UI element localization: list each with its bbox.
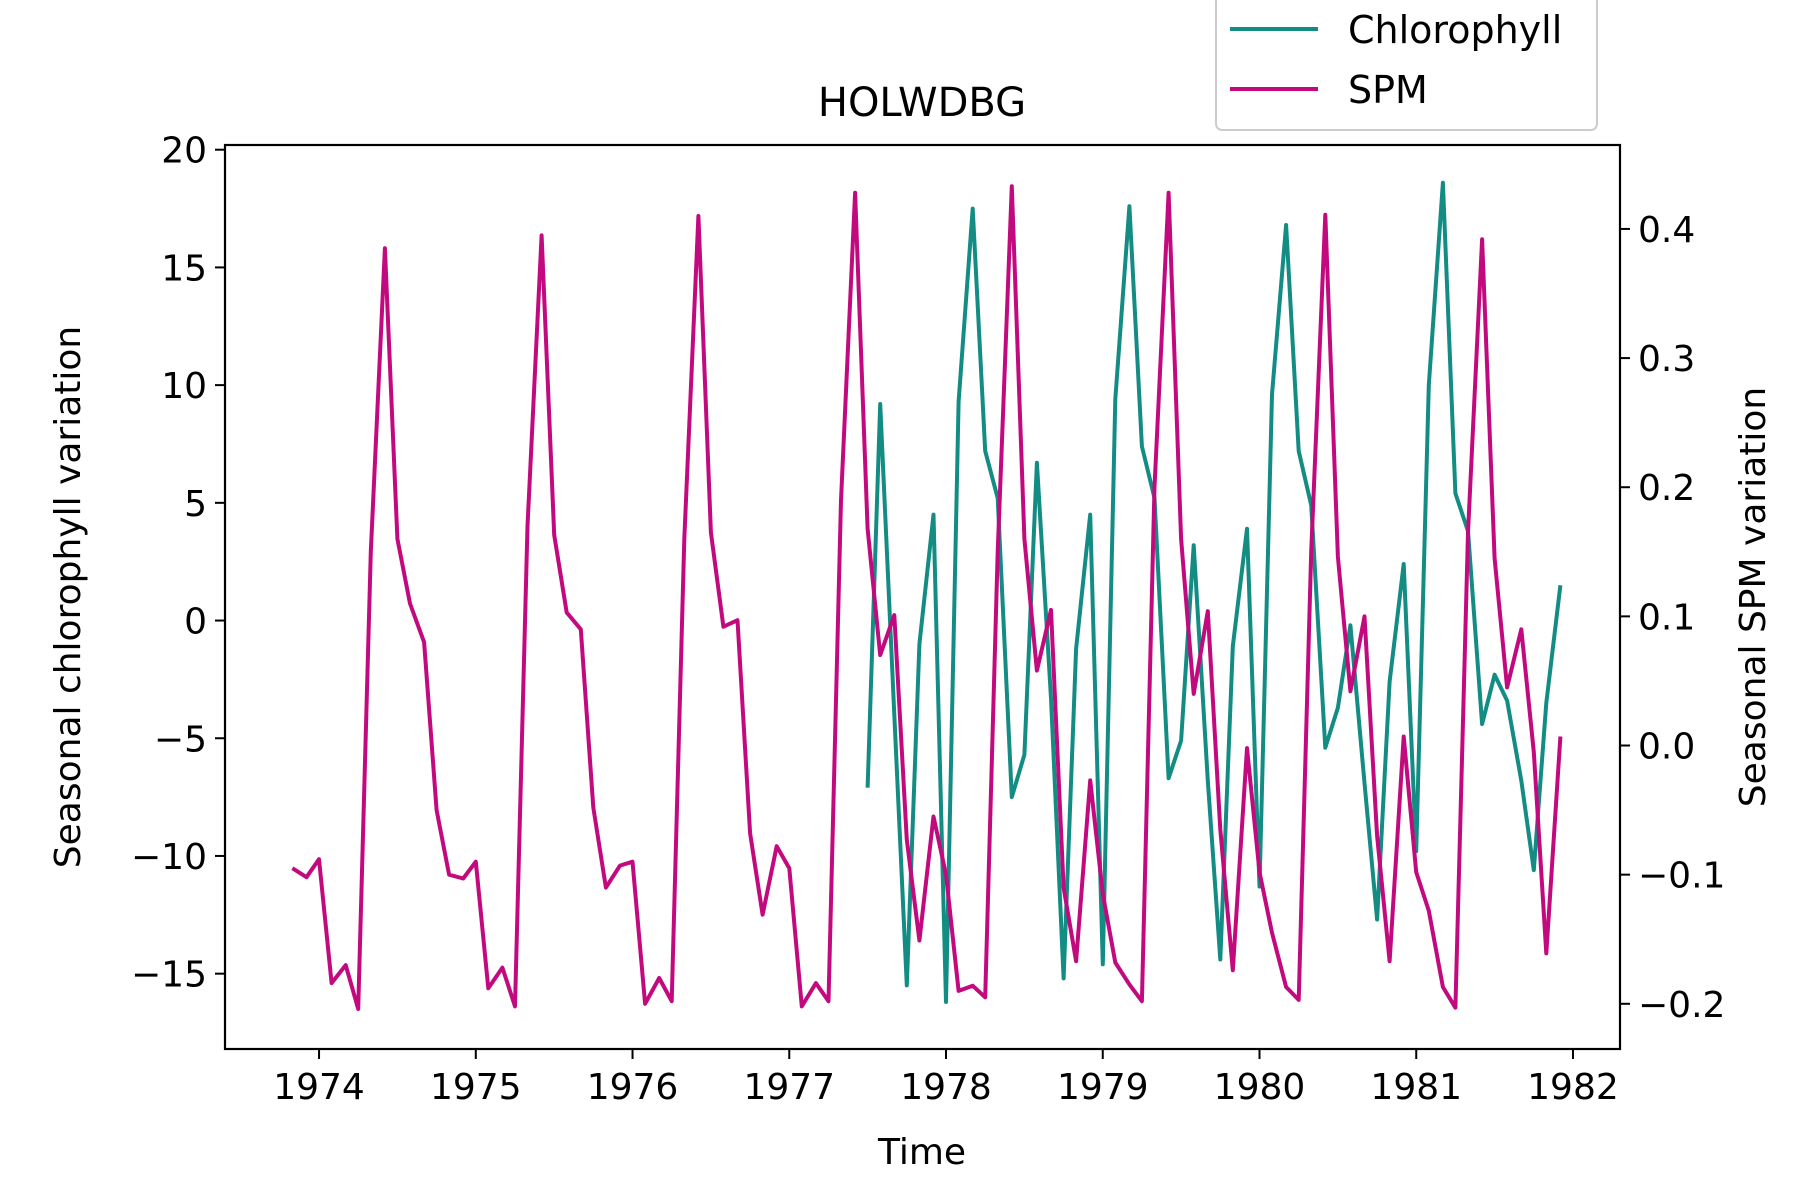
y-right-tick-label: 0.4 — [1638, 210, 1695, 251]
x-tick-label: 1982 — [1527, 1067, 1619, 1108]
y-right-tick-label: 0.0 — [1638, 727, 1695, 768]
legend-label-chlorophyll: Chlorophyll — [1348, 8, 1562, 52]
y-right-tick-label: 0.1 — [1638, 597, 1695, 638]
x-axis: 1974 1975 1976 1977 1978 1979 1980 1981 1982 — [273, 1049, 1619, 1108]
x-tick-label: 1981 — [1370, 1067, 1462, 1108]
y-right-tick-label: −0.2 — [1638, 985, 1725, 1026]
y-right-tick-label: −0.1 — [1638, 856, 1725, 897]
x-tick-label: 1975 — [430, 1067, 522, 1108]
y-right-tick-label: 0.3 — [1638, 339, 1695, 380]
x-tick-label: 1976 — [587, 1067, 679, 1108]
y-axis-right: 0.4 0.3 0.2 0.1 0.0 −0.1 −0.2 — [1620, 210, 1725, 1026]
y-axis-label-right: Seasonal SPM variation — [1733, 387, 1774, 807]
y-left-tick-label: 20 — [161, 131, 207, 172]
y-left-tick-label: −15 — [131, 955, 207, 996]
series-layer — [291, 180, 1563, 1011]
y-left-tick-label: 15 — [161, 248, 207, 289]
y-left-tick-label: −10 — [131, 837, 207, 878]
x-tick-label: 1977 — [743, 1067, 835, 1108]
chart-title: HOLWDBG — [818, 80, 1026, 126]
y-left-tick-label: −5 — [154, 719, 207, 760]
x-tick-label: 1978 — [900, 1067, 992, 1108]
y-axis-left: 20 15 10 5 0 −5 −10 −15 — [131, 131, 225, 996]
y-axis-label-left: Seasonal chlorophyll variation — [48, 326, 89, 868]
x-axis-label: Time — [877, 1132, 966, 1173]
y-left-tick-label: 5 — [184, 484, 207, 525]
x-tick-label: 1974 — [273, 1067, 365, 1108]
legend: Chlorophyll SPM — [1215, 0, 1598, 131]
x-tick-label: 1980 — [1214, 1067, 1306, 1108]
y-right-tick-label: 0.2 — [1638, 468, 1695, 509]
series-line-spm — [291, 184, 1563, 1011]
legend-box — [1215, 0, 1598, 131]
y-left-tick-label: 10 — [161, 366, 207, 407]
y-left-tick-label: 0 — [184, 602, 207, 643]
series-line-chlorophyll — [865, 180, 1563, 1004]
legend-label-spm: SPM — [1348, 68, 1428, 112]
x-tick-label: 1979 — [1057, 1067, 1149, 1108]
plot-frame — [223, 143, 1622, 1051]
